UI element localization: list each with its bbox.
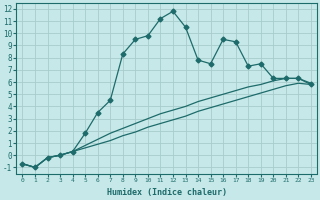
- X-axis label: Humidex (Indice chaleur): Humidex (Indice chaleur): [107, 188, 227, 197]
